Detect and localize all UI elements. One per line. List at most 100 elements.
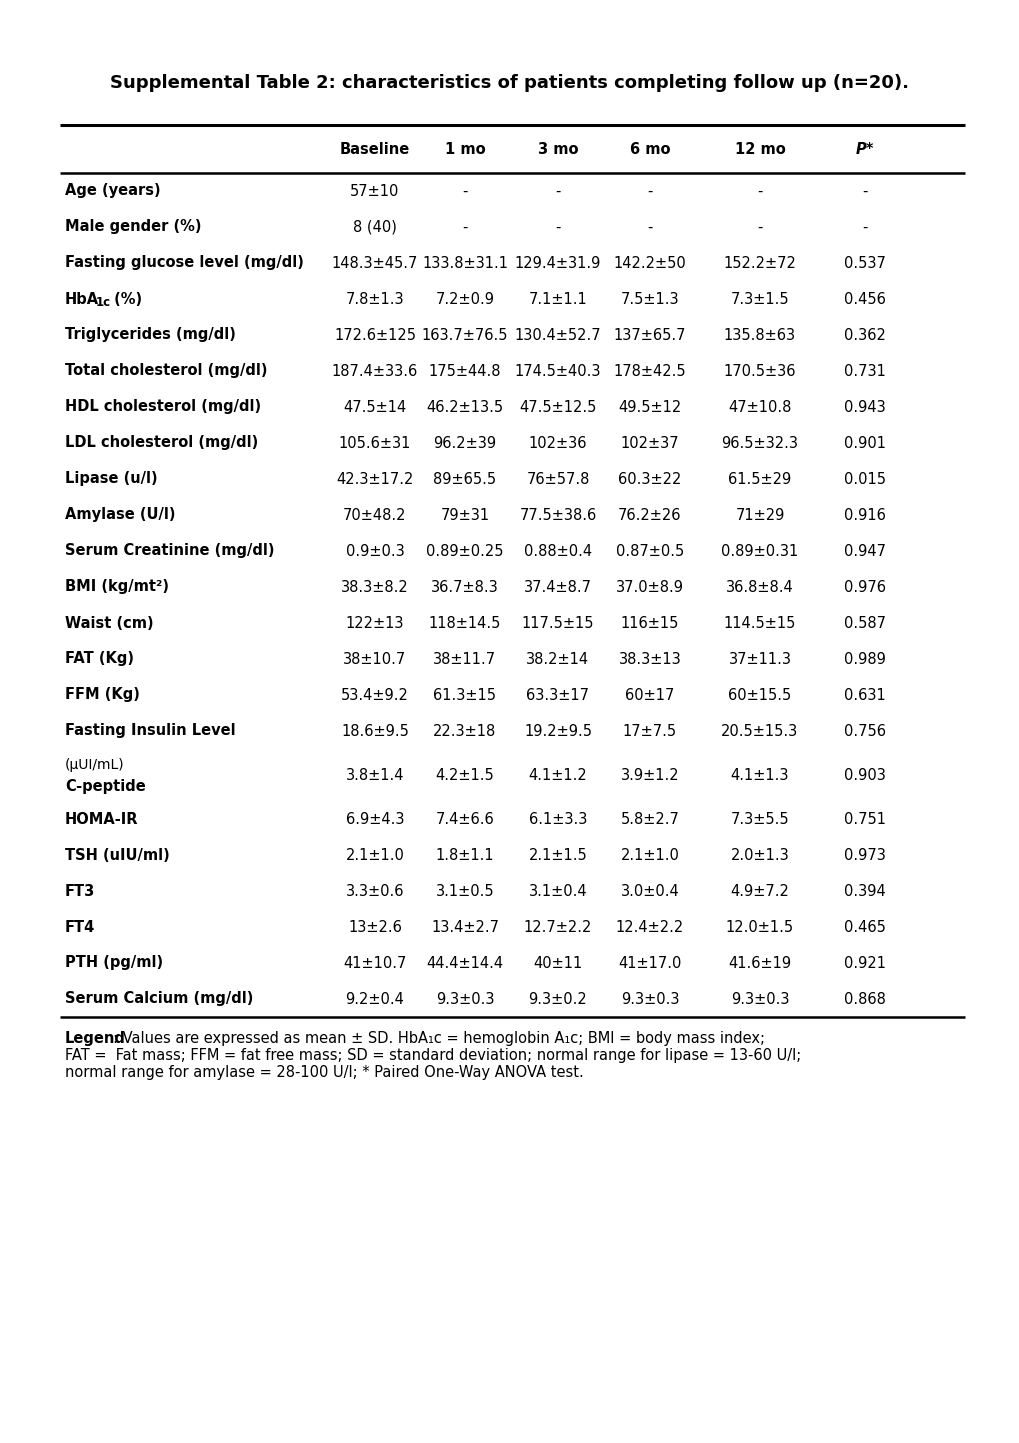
Text: 4.1±1.2: 4.1±1.2 xyxy=(528,768,587,782)
Text: 0.916: 0.916 xyxy=(844,508,886,522)
Text: 60±17: 60±17 xyxy=(625,687,674,703)
Text: 13.4±2.7: 13.4±2.7 xyxy=(431,919,498,935)
Text: Total cholesterol (mg/dl): Total cholesterol (mg/dl) xyxy=(65,364,267,378)
Text: Serum Calcium (mg/dl): Serum Calcium (mg/dl) xyxy=(65,991,253,1007)
Text: -: - xyxy=(554,219,560,235)
Text: 13±2.6: 13±2.6 xyxy=(347,919,401,935)
Text: 3.1±0.5: 3.1±0.5 xyxy=(435,883,494,899)
Text: 142.2±50: 142.2±50 xyxy=(613,255,686,270)
Text: 0.9±0.3: 0.9±0.3 xyxy=(345,544,404,558)
Text: 7.3±1.5: 7.3±1.5 xyxy=(730,291,789,306)
Text: 0.394: 0.394 xyxy=(844,883,886,899)
Text: 2.1±1.0: 2.1±1.0 xyxy=(620,847,679,863)
Text: 178±42.5: 178±42.5 xyxy=(613,364,686,378)
Text: 8 (40): 8 (40) xyxy=(353,219,396,235)
Text: Waist (cm): Waist (cm) xyxy=(65,616,154,631)
Text: 114.5±15: 114.5±15 xyxy=(723,616,796,631)
Text: 122±13: 122±13 xyxy=(345,616,404,631)
Text: 7.4±6.6: 7.4±6.6 xyxy=(435,811,494,827)
Text: 41.6±19: 41.6±19 xyxy=(728,955,791,971)
Text: 118±14.5: 118±14.5 xyxy=(428,616,500,631)
Text: 0.989: 0.989 xyxy=(844,651,886,667)
Text: 37.4±8.7: 37.4±8.7 xyxy=(524,580,591,595)
Text: 6.9±4.3: 6.9±4.3 xyxy=(345,811,404,827)
Text: 9.2±0.4: 9.2±0.4 xyxy=(345,991,405,1007)
Text: 12.4±2.2: 12.4±2.2 xyxy=(615,919,684,935)
Text: 7.3±5.5: 7.3±5.5 xyxy=(730,811,789,827)
Text: 22.3±18: 22.3±18 xyxy=(433,723,496,739)
Text: 41±17.0: 41±17.0 xyxy=(618,955,681,971)
Text: 2.1±1.0: 2.1±1.0 xyxy=(345,847,405,863)
Text: -: - xyxy=(462,219,468,235)
Text: 40±11: 40±11 xyxy=(533,955,582,971)
Text: 7.2±0.9: 7.2±0.9 xyxy=(435,291,494,306)
Text: 17±7.5: 17±7.5 xyxy=(623,723,677,739)
Text: 130.4±52.7: 130.4±52.7 xyxy=(515,328,601,342)
Text: Supplemental Table 2: characteristics of patients completing follow up (n=20).: Supplemental Table 2: characteristics of… xyxy=(110,74,909,92)
Text: HDL cholesterol (mg/dl): HDL cholesterol (mg/dl) xyxy=(65,400,261,414)
Text: 96.2±39: 96.2±39 xyxy=(433,436,496,450)
Text: 0.587: 0.587 xyxy=(843,616,886,631)
Text: (μUI/mL): (μUI/mL) xyxy=(65,758,124,772)
Text: P*: P* xyxy=(855,141,873,156)
Text: -: - xyxy=(756,219,762,235)
Text: BMI (kg/mt²): BMI (kg/mt²) xyxy=(65,580,169,595)
Text: 41±10.7: 41±10.7 xyxy=(343,955,407,971)
Text: FT4: FT4 xyxy=(65,919,95,935)
Text: 175±44.8: 175±44.8 xyxy=(428,364,500,378)
Text: Serum Creatinine (mg/dl): Serum Creatinine (mg/dl) xyxy=(65,544,274,558)
Text: 47.5±14: 47.5±14 xyxy=(343,400,407,414)
Text: 71±29: 71±29 xyxy=(735,508,784,522)
Text: 20.5±15.3: 20.5±15.3 xyxy=(720,723,798,739)
Text: 70±48.2: 70±48.2 xyxy=(343,508,407,522)
Text: -: - xyxy=(462,183,468,199)
Text: PTH (pg/ml): PTH (pg/ml) xyxy=(65,955,163,971)
Text: 0.947: 0.947 xyxy=(843,544,886,558)
Text: 0.465: 0.465 xyxy=(844,919,886,935)
Text: 38±11.7: 38±11.7 xyxy=(433,651,496,667)
Text: -: - xyxy=(861,219,867,235)
Text: 102±36: 102±36 xyxy=(528,436,587,450)
Text: LDL cholesterol (mg/dl): LDL cholesterol (mg/dl) xyxy=(65,436,258,450)
Text: 77.5±38.6: 77.5±38.6 xyxy=(519,508,596,522)
Text: 42.3±17.2: 42.3±17.2 xyxy=(336,472,414,486)
Text: 37.0±8.9: 37.0±8.9 xyxy=(615,580,684,595)
Text: 9.3±0.3: 9.3±0.3 xyxy=(730,991,789,1007)
Text: 47±10.8: 47±10.8 xyxy=(728,400,791,414)
Text: Male gender (%): Male gender (%) xyxy=(65,219,202,235)
Text: 0.976: 0.976 xyxy=(843,580,886,595)
Text: 9.3±0.2: 9.3±0.2 xyxy=(528,991,587,1007)
Text: 163.7±76.5: 163.7±76.5 xyxy=(421,328,507,342)
Text: Triglycerides (mg/dl): Triglycerides (mg/dl) xyxy=(65,328,235,342)
Text: 46.2±13.5: 46.2±13.5 xyxy=(426,400,503,414)
Text: 19.2±9.5: 19.2±9.5 xyxy=(524,723,591,739)
Text: 0.88±0.4: 0.88±0.4 xyxy=(524,544,591,558)
Text: (%): (%) xyxy=(109,291,142,306)
Text: 0.943: 0.943 xyxy=(844,400,886,414)
Text: 1c: 1c xyxy=(96,296,111,309)
Text: 3.1±0.4: 3.1±0.4 xyxy=(528,883,587,899)
Text: normal range for amylase = 28-100 U/l; * Paired One-Way ANOVA test.: normal range for amylase = 28-100 U/l; *… xyxy=(65,1065,583,1079)
Text: 0.89±0.25: 0.89±0.25 xyxy=(426,544,503,558)
Text: : Values are expressed as mean ± SD. HbA₁ᴄ = hemoglobin A₁ᴄ; BMI = body mass ind: : Values are expressed as mean ± SD. HbA… xyxy=(113,1030,764,1046)
Text: 0.868: 0.868 xyxy=(844,991,886,1007)
Text: 0.903: 0.903 xyxy=(844,768,886,782)
Text: 0.756: 0.756 xyxy=(843,723,886,739)
Text: 49.5±12: 49.5±12 xyxy=(618,400,681,414)
Text: 3 mo: 3 mo xyxy=(537,141,578,156)
Text: C-peptide: C-peptide xyxy=(65,779,146,795)
Text: 60±15.5: 60±15.5 xyxy=(728,687,791,703)
Text: 4.9±7.2: 4.9±7.2 xyxy=(730,883,789,899)
Text: 18.6±9.5: 18.6±9.5 xyxy=(340,723,409,739)
Text: Fasting glucose level (mg/dl): Fasting glucose level (mg/dl) xyxy=(65,255,304,270)
Text: 79±31: 79±31 xyxy=(440,508,489,522)
Text: 1.8±1.1: 1.8±1.1 xyxy=(435,847,494,863)
Text: 2.0±1.3: 2.0±1.3 xyxy=(730,847,789,863)
Text: 0.921: 0.921 xyxy=(843,955,886,971)
Text: 96.5±32.3: 96.5±32.3 xyxy=(720,436,798,450)
Text: 44.4±14.4: 44.4±14.4 xyxy=(426,955,503,971)
Text: 12.0±1.5: 12.0±1.5 xyxy=(726,919,793,935)
Text: 1 mo: 1 mo xyxy=(444,141,485,156)
Text: 38.3±8.2: 38.3±8.2 xyxy=(340,580,409,595)
Text: 6.1±3.3: 6.1±3.3 xyxy=(528,811,587,827)
